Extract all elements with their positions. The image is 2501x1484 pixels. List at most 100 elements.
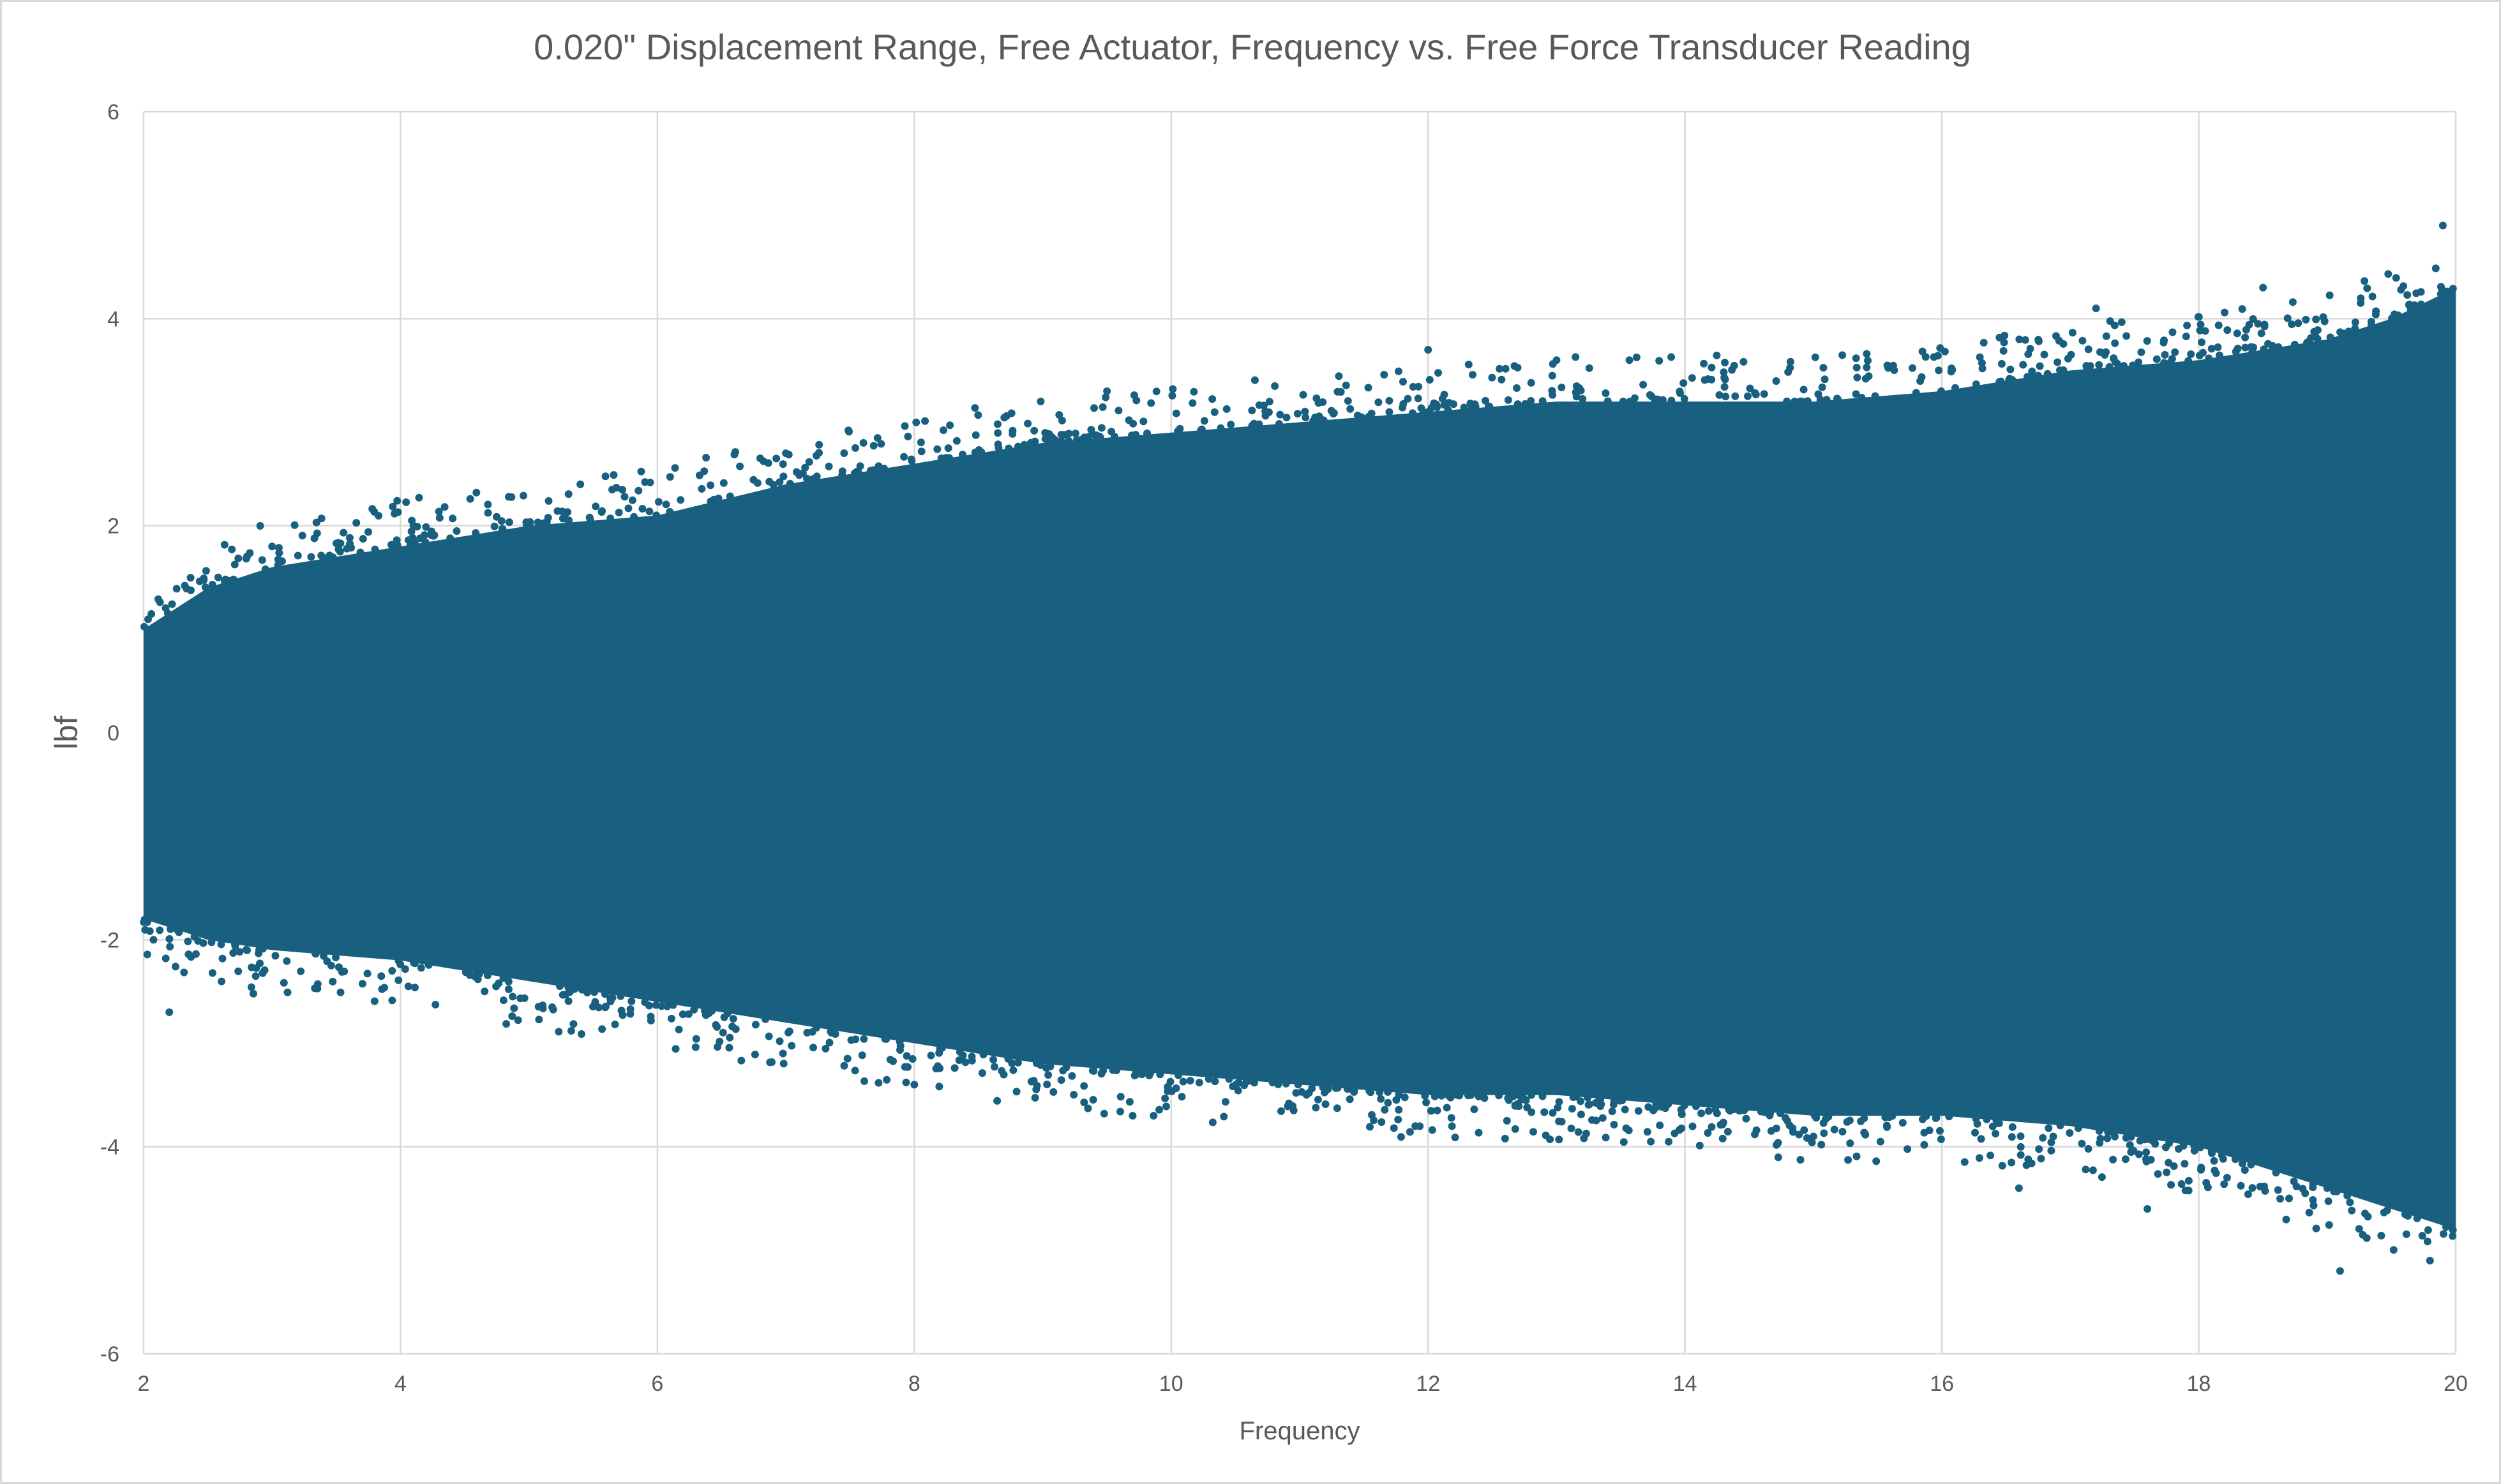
y-tick-label: -4 xyxy=(100,1135,119,1160)
scatter-point xyxy=(2137,348,2145,356)
scatter-point xyxy=(140,622,148,631)
scatter-point xyxy=(252,972,260,980)
scatter-point xyxy=(2361,277,2369,285)
scatter-point xyxy=(2351,324,2359,333)
scatter-point xyxy=(1404,394,1412,403)
scatter-point xyxy=(716,1037,724,1046)
scatter-point xyxy=(1222,405,1231,413)
scatter-point xyxy=(946,421,954,430)
scatter-point xyxy=(421,538,430,546)
scatter-point xyxy=(1381,1106,1389,1114)
scatter-point xyxy=(1898,1119,1907,1127)
scatter-point xyxy=(2127,1133,2135,1141)
scatter-point xyxy=(1009,1066,1018,1074)
scatter-point xyxy=(1548,387,1556,395)
scatter-point xyxy=(2282,1215,2290,1224)
scatter-point xyxy=(393,536,401,544)
scatter-point xyxy=(481,987,489,996)
scatter-point xyxy=(484,509,492,517)
scatter-point xyxy=(1579,395,1587,403)
scatter-point xyxy=(356,548,364,557)
scatter-point xyxy=(2161,350,2169,359)
scatter-point xyxy=(543,518,551,526)
scatter-point xyxy=(1735,1107,1743,1115)
scatter-point xyxy=(710,495,718,504)
scatter-point xyxy=(2254,320,2262,328)
scatter-point xyxy=(1344,397,1352,405)
outlier-point xyxy=(2144,1204,2152,1213)
scatter-point xyxy=(1271,382,1279,390)
scatter-point xyxy=(1292,1089,1300,1097)
outlier-point xyxy=(1129,1112,1137,1120)
scatter-point xyxy=(1030,426,1039,435)
scatter-point xyxy=(415,493,423,502)
scatter-point xyxy=(1688,374,1696,382)
scatter-point xyxy=(283,988,292,996)
scatter-point xyxy=(2220,1180,2228,1188)
scatter-point xyxy=(1800,1126,1808,1134)
scatter-point xyxy=(2214,343,2222,351)
scatter-point xyxy=(1658,1103,1666,1111)
scatter-point xyxy=(1649,1106,1658,1114)
scatter-point xyxy=(2238,305,2246,313)
scatter-point xyxy=(1259,401,1268,410)
scatter-point xyxy=(751,1021,760,1029)
scatter-point xyxy=(589,1003,597,1010)
scatter-point xyxy=(2126,1141,2134,1149)
scatter-point xyxy=(1242,1077,1250,1086)
scatter-point xyxy=(1009,430,1017,438)
scatter-point xyxy=(234,554,243,562)
scatter-point xyxy=(1161,1094,1169,1102)
scatter-point xyxy=(256,959,264,968)
scatter-point xyxy=(645,507,654,516)
scatter-point xyxy=(2197,1165,2205,1174)
scatter-point xyxy=(1399,378,1407,386)
scatter-point xyxy=(1667,396,1676,405)
scatter-point xyxy=(2199,349,2207,357)
scatter-point xyxy=(779,460,787,468)
scatter-point xyxy=(1742,1114,1750,1123)
scatter-point xyxy=(2208,1149,2216,1157)
scatter-point xyxy=(1217,424,1225,432)
scatter-point xyxy=(2239,1158,2247,1166)
outlier-point xyxy=(2426,1257,2434,1265)
scatter-point xyxy=(2098,1173,2106,1181)
scatter-point xyxy=(402,498,410,506)
scatter-point xyxy=(2244,1190,2252,1198)
scatter-point xyxy=(2036,362,2044,370)
scatter-point xyxy=(520,994,529,1002)
scatter-point xyxy=(1096,433,1104,442)
scatter-point xyxy=(2035,1145,2043,1153)
scatter-point xyxy=(2384,270,2392,278)
scatter-point xyxy=(1504,1094,1512,1102)
scatter-point xyxy=(2372,307,2380,315)
scatter-point xyxy=(393,542,402,550)
scatter-point xyxy=(2380,1208,2388,1217)
scatter-point xyxy=(936,1045,944,1053)
scatter-point xyxy=(1390,1124,1398,1132)
scatter-point xyxy=(332,954,340,962)
scatter-point xyxy=(388,967,396,975)
scatter-point xyxy=(2111,1132,2119,1141)
scatter-point xyxy=(184,950,193,959)
scatter-point xyxy=(1937,387,1945,395)
x-tick-label: 12 xyxy=(1416,1372,1440,1396)
scatter-point xyxy=(875,1079,883,1087)
scatter-point xyxy=(1080,1082,1088,1090)
scatter-point xyxy=(1718,1134,1727,1143)
scatter-point xyxy=(2182,333,2190,341)
scatter-point xyxy=(1012,1088,1021,1096)
scatter-point xyxy=(435,514,444,522)
scatter-point xyxy=(2346,1198,2354,1206)
scatter-point xyxy=(564,490,573,498)
scatter-point xyxy=(1314,1095,1322,1104)
scatter-point xyxy=(1409,383,1417,391)
scatter-point xyxy=(186,574,195,582)
scatter-point xyxy=(202,567,210,575)
scatter-point xyxy=(2105,363,2114,371)
scatter-point xyxy=(945,454,953,462)
scatter-point xyxy=(1584,1100,1593,1109)
scatter-point xyxy=(2218,1151,2226,1159)
scatter-point xyxy=(1852,354,1860,363)
scatter-point xyxy=(845,428,853,436)
